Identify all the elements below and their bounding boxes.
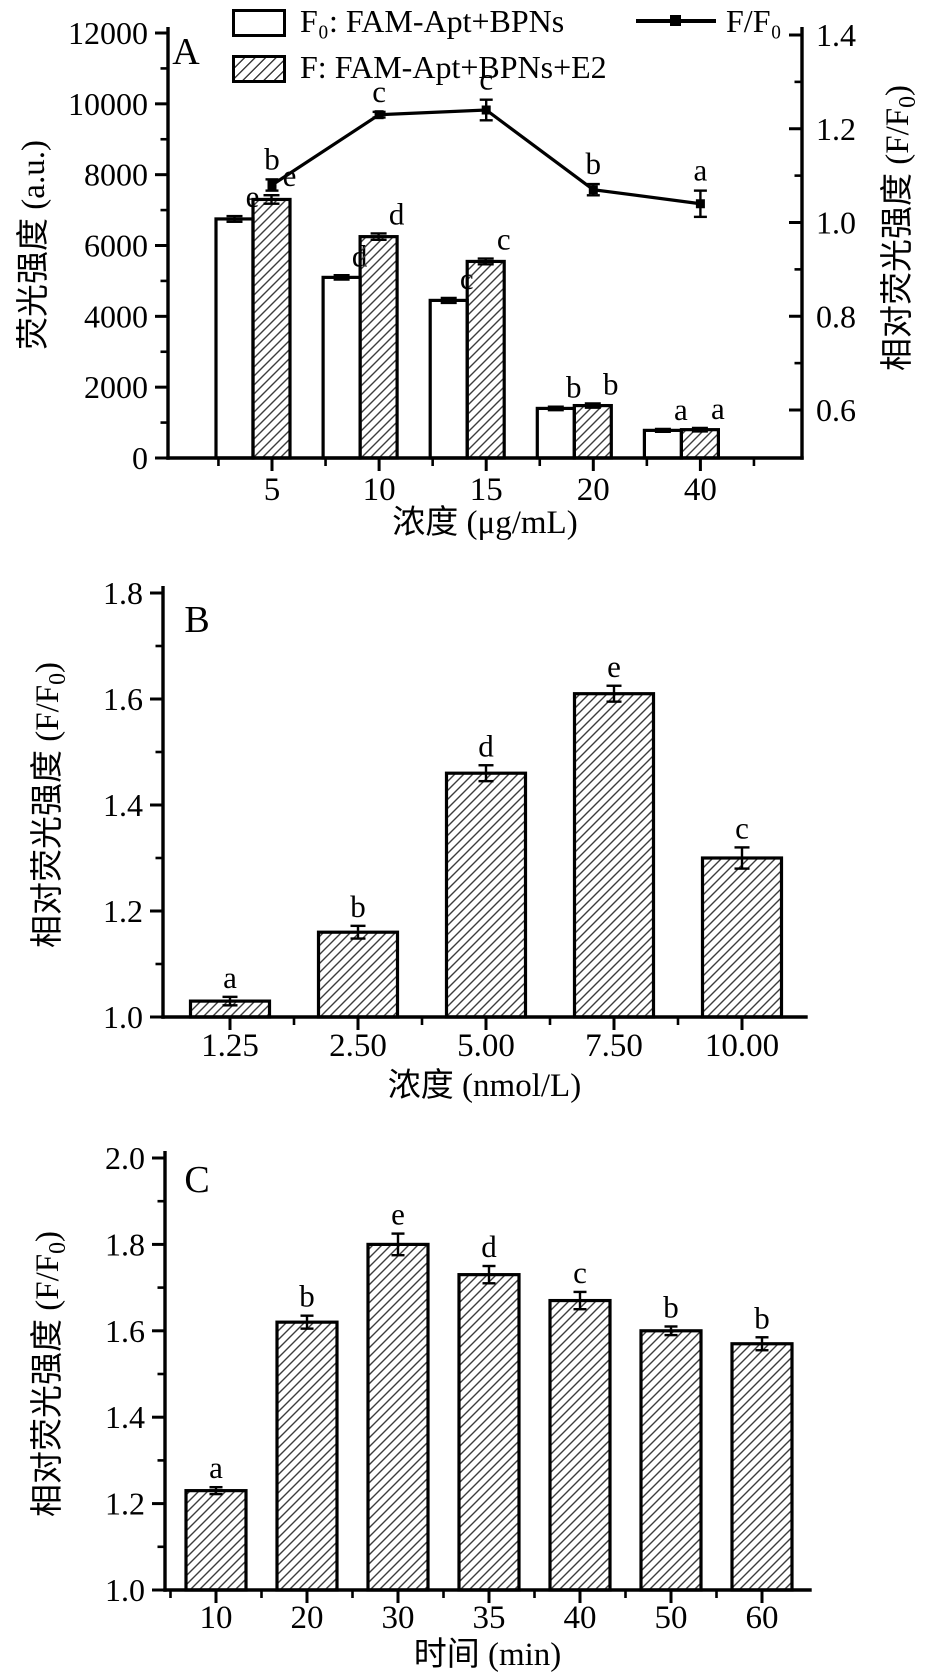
svg-text:1.8: 1.8 (105, 1226, 145, 1262)
panel-b: a b d e c 1.0 1.2 1.4 1.6 1.8 1.25 2.50 5.00 7.50 10.0… (0, 545, 945, 1105)
svg-text:1.4: 1.4 (816, 17, 856, 53)
panel-c-chart: a b e d c b b 1.0 1.2 1.4 1.6 1.8 2.0 10 20 30 35 40 50 60 时… (29, 1140, 812, 1672)
svg-text:2000: 2000 (84, 369, 148, 405)
svg-text:时间 (min): 时间 (min) (414, 1637, 562, 1672)
svg-text:5.00: 5.00 (457, 1028, 515, 1064)
svg-text:a: a (694, 153, 708, 188)
legend-square-marker-icon (670, 15, 681, 26)
svg-text:1.6: 1.6 (103, 681, 143, 717)
svg-text:c: c (372, 74, 386, 109)
svg-text:b: b (754, 1300, 770, 1335)
svg-text:2.50: 2.50 (329, 1028, 387, 1064)
svg-text:d: d (478, 728, 494, 763)
legend-line-marker-swatch (636, 5, 716, 37)
svg-text:1.8: 1.8 (103, 575, 143, 611)
svg-text:相对荧光强度 (F/F0): 相对荧光强度 (F/F0) (29, 1231, 71, 1517)
svg-text:30: 30 (382, 1600, 415, 1636)
legend-hatched-bar-swatch (232, 55, 286, 83)
svg-text:40: 40 (684, 472, 717, 508)
panel-c: a b e d c b b 1.0 1.2 1.4 1.6 1.8 2.0 10 20 30 35 40 50 60 时… (0, 1105, 945, 1672)
svg-text:相对荧光强度 (F/F0): 相对荧光强度 (F/F0) (29, 662, 71, 948)
svg-text:a: a (711, 391, 725, 426)
svg-text:浓度 (nmol/L): 浓度 (nmol/L) (388, 1067, 581, 1104)
svg-text:10.00: 10.00 (705, 1028, 779, 1064)
svg-text:c: c (573, 1255, 587, 1290)
panel-a: edcbaedcbabccba0200040006000800010000120… (0, 0, 945, 545)
svg-text:b: b (663, 1289, 679, 1324)
svg-text:0.6: 0.6 (816, 392, 856, 428)
svg-text:15: 15 (470, 472, 503, 508)
svg-text:c: c (497, 222, 511, 257)
legend-label-ff0: F/F₀ (726, 3, 782, 39)
svg-text:1.2: 1.2 (103, 893, 143, 929)
svg-text:1.2: 1.2 (105, 1486, 145, 1522)
svg-text:1.0: 1.0 (816, 205, 856, 241)
svg-text:12000: 12000 (68, 15, 148, 51)
svg-text:10000: 10000 (68, 86, 148, 122)
svg-text:c: c (479, 62, 493, 97)
svg-text:2.0: 2.0 (105, 1140, 145, 1176)
svg-text:4000: 4000 (84, 298, 148, 334)
svg-text:35: 35 (473, 1600, 506, 1636)
svg-text:e: e (391, 1197, 405, 1232)
svg-text:8000: 8000 (84, 157, 148, 193)
svg-text:b: b (566, 370, 582, 405)
svg-text:1.4: 1.4 (103, 787, 143, 823)
panel-b-chart: a b d e c 1.0 1.2 1.4 1.6 1.8 1.25 2.50 5.00 7.50 10.0… (29, 575, 808, 1104)
svg-text:b: b (299, 1279, 315, 1314)
svg-text:5: 5 (264, 472, 281, 508)
svg-text:浓度 (μg/mL): 浓度 (μg/mL) (392, 504, 577, 541)
svg-text:1.2: 1.2 (816, 111, 856, 147)
svg-text:b: b (264, 141, 280, 176)
svg-text:e: e (607, 649, 621, 684)
svg-text:60: 60 (746, 1600, 779, 1636)
svg-text:40: 40 (564, 1600, 597, 1636)
svg-text:a: a (223, 960, 237, 995)
svg-text:b: b (603, 366, 619, 401)
svg-text:a: a (209, 1450, 223, 1485)
svg-text:1.4: 1.4 (105, 1399, 145, 1435)
svg-text:d: d (481, 1229, 497, 1264)
svg-text:1.0: 1.0 (105, 1572, 145, 1608)
svg-text:6000: 6000 (84, 228, 148, 264)
svg-text:7.50: 7.50 (585, 1028, 643, 1064)
svg-text:1.6: 1.6 (105, 1313, 145, 1349)
svg-text:B: B (184, 599, 209, 641)
svg-text:1.0: 1.0 (103, 999, 143, 1035)
svg-text:20: 20 (577, 472, 610, 508)
svg-text:相对荧光强度 (F/F0): 相对荧光强度 (F/F0) (879, 85, 921, 371)
svg-text:b: b (350, 889, 366, 924)
svg-text:荧光强度 (a.u.): 荧光强度 (a.u.) (15, 140, 52, 350)
svg-text:c: c (735, 810, 749, 845)
svg-text:d: d (389, 196, 405, 231)
svg-text:10: 10 (363, 472, 396, 508)
svg-text:50: 50 (655, 1600, 688, 1636)
svg-text:A: A (172, 31, 200, 73)
svg-text:20: 20 (291, 1600, 324, 1636)
legend-label-f0: F₀: FAM-Apt+BPNs (300, 3, 565, 39)
panel-a-chart: edcbaedcbabccba0200040006000800010000120… (15, 15, 921, 541)
legend-open-bar-swatch (232, 9, 286, 37)
svg-text:1.25: 1.25 (201, 1028, 259, 1064)
svg-text:10: 10 (200, 1600, 233, 1636)
svg-text:e: e (283, 158, 297, 193)
panel-a-legend: F₀: FAM-Apt+BPNs F: FAM-Apt+BPNs+E2 F/F₀ (0, 0, 945, 100)
svg-text:0: 0 (132, 440, 148, 476)
svg-text:a: a (674, 392, 688, 427)
svg-text:0.8: 0.8 (816, 298, 856, 334)
legend-label-f: F: FAM-Apt+BPNs+E2 (300, 49, 607, 85)
svg-text:b: b (586, 146, 602, 181)
svg-text:C: C (184, 1159, 209, 1201)
